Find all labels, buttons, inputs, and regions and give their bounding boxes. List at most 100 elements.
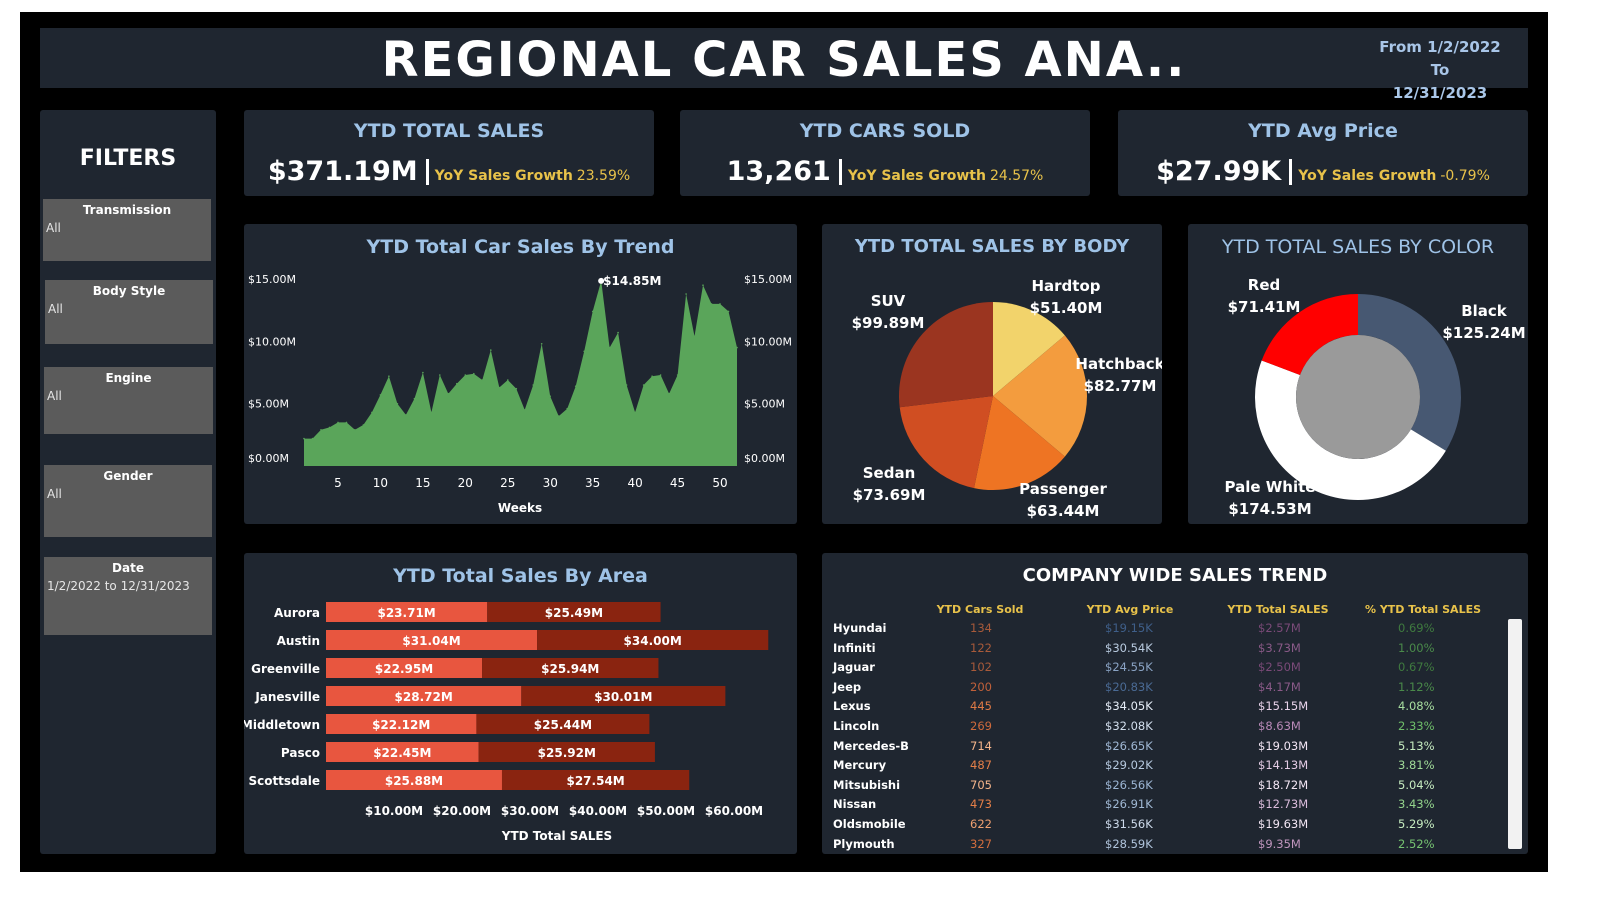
area-x-axis-label: YTD Total SALES [501,829,612,843]
filter-transmission[interactable]: Transmission All [43,199,211,261]
cell-cars-sold: 622 [970,817,992,831]
body-slice-name: Sedan [863,464,916,482]
sales-table-title: COMPANY WIDE SALES TREND [1022,565,1328,586]
table-row[interactable]: Jaguar 102 $24.55K $2.50M 0.67% [822,660,1482,680]
page-title: REGIONAL CAR SALES ANA.. [381,32,1187,88]
cell-company: Jaguar [833,660,875,675]
trend-point [388,375,390,377]
area-bar-label-2: $27.54M [566,774,624,788]
cell-company: Mercedes-B [833,738,909,753]
cell-total-sales: $18.72M [1258,777,1309,792]
body-slice-value: $63.44M [1027,502,1100,520]
table-row[interactable]: Jeep 200 $20.83K $4.17M 1.12% [822,680,1482,700]
table-row[interactable]: Mercedes-B 714 $26.65K $19.03M 5.13% [822,739,1482,759]
filter-value: 1/2/2022 to 12/31/2023 [47,579,190,593]
filter-date[interactable]: Date 1/2/2022 to 12/31/2023 [44,557,212,635]
cell-cars-sold: 473 [970,797,992,812]
donut-hole [1296,335,1420,459]
filter-body-style[interactable]: Body Style All [45,280,213,344]
table-row[interactable]: Plymouth 327 $28.59K $9.35M 2.52% [822,837,1482,854]
trend-point [456,382,458,385]
kpi-row: $371.19M YoY Sales Growth 23.59% [244,156,654,187]
trend-x-tick: 20 [458,476,473,490]
cell-avg-price: $26.65K [1105,738,1153,753]
trend-point [362,424,365,426]
body-slice-name: Hatchback [1075,355,1162,373]
cell-company: Jeep [833,679,862,694]
trend-point [405,414,407,416]
color-chart-title: YTD TOTAL SALES BY COLOR [1221,236,1495,258]
cell-pct-total: 2.33% [1398,719,1435,733]
cell-avg-price: $34.05K [1105,699,1153,714]
cell-company: Infiniti [833,640,876,655]
kpi-divider [1289,158,1293,185]
table-row[interactable]: Lexus 445 $34.05K $15.15M 4.08% [822,699,1482,719]
cell-total-sales: $3.73M [1258,640,1301,655]
cell-avg-price: $19.15K [1105,621,1153,635]
filter-engine[interactable]: Engine All [44,367,213,434]
cell-total-sales: $15.15M [1258,699,1309,714]
kpi-title: YTD Avg Price [1248,120,1398,142]
table-row[interactable]: Hyundai 134 $19.15K $2.57M 0.69% [822,621,1482,641]
filter-gender[interactable]: Gender All [44,465,212,537]
table-row[interactable]: Oldsmobile 622 $31.56K $19.63M 5.29% [822,817,1482,837]
trend-point [337,421,339,424]
kpi-divider [838,158,842,185]
area-bar-segment-2 [537,630,769,650]
cell-avg-price: $29.02K [1105,758,1153,773]
table-row[interactable]: Lincoln 269 $32.08K $8.63M 2.33% [822,719,1482,739]
color-slice-black [1358,294,1461,451]
table-row[interactable]: Mercury 487 $29.02K $14.13M 3.81% [822,758,1482,778]
area-bar-segment-1 [326,770,502,790]
sales-table-panel: COMPANY WIDE SALES TREND YTD Cars Sold Y… [822,553,1528,854]
table-row[interactable]: Nissan 473 $26.91K $12.73M 3.43% [822,797,1482,817]
trend-chart-title: YTD Total Car Sales By Trend [366,236,675,258]
area-bar-label-1: $22.45M [373,746,431,760]
trend-point [591,310,594,313]
cell-cars-sold: 269 [970,719,992,733]
kpi-growth-label: YoY Sales Growth [434,168,573,184]
filter-value: All [46,221,61,235]
header-bar: REGIONAL CAR SALES ANA.. From 1/2/2022 T… [40,28,1528,102]
table-row[interactable]: Mitsubishi 705 $26.56K $18.72M 5.04% [822,778,1482,798]
color-chart-panel: YTD TOTAL SALES BY COLOR Black $125.24M Pa… [1188,224,1528,524]
kpi-card-avg-price: YTD Avg Price $27.99K YoY Sales Growth -… [1118,110,1528,196]
body-slice-name: Passenger [1019,480,1107,498]
color-slice-red [1261,294,1358,376]
cell-cars-sold: 487 [970,758,992,773]
cell-cars-sold: 134 [970,621,992,635]
area-bar-label-1: $22.12M [372,718,430,732]
trend-point [710,303,713,305]
trend-point [498,386,501,389]
area-bar-segment-1 [326,686,522,706]
body-slice-name: SUV [871,292,906,310]
trend-x-axis-label: Weeks [498,501,542,515]
kpi-divider [425,158,429,185]
area-bar-segment-2 [501,770,690,790]
trend-y-tick-left: $10.00M [248,335,296,348]
table-row[interactable]: Infiniti 122 $30.54K $3.73M 1.00% [822,641,1482,661]
cell-company: Mercury [833,758,887,773]
area-category-label: Janesville [254,690,320,704]
trend-y-tick-left: $0.00M [248,452,289,465]
kpi-card-total-sales: YTD TOTAL SALES $371.19M YoY Sales Growt… [244,110,654,196]
cell-pct-total: 4.08% [1398,699,1435,714]
area-bar-label-2: $25.94M [541,662,599,676]
cell-pct-total: 5.13% [1398,738,1435,753]
trend-area-series [304,280,737,466]
area-x-tick: $20.00M [433,804,491,818]
cell-avg-price: $32.08K [1105,719,1153,733]
table-scrollbar[interactable] [1508,619,1522,849]
area-bar-label-1: $23.71M [377,606,435,620]
trend-point [490,349,492,351]
area-bar-segment-1 [326,630,538,650]
area-x-tick: $10.00M [365,804,423,818]
cell-cars-sold: 327 [970,836,992,851]
area-bar-label-2: $25.44M [534,718,592,732]
trend-peak-label: $14.85M [603,274,661,288]
body-slice-name: Hardtop [1031,277,1100,295]
body-slice-value: $51.40M [1030,299,1103,317]
filter-value: All [47,389,62,403]
trend-point [328,426,331,429]
area-bar-chart: Aurora $23.71M $25.49M Austin $31.04M $34.00M… [244,602,769,843]
